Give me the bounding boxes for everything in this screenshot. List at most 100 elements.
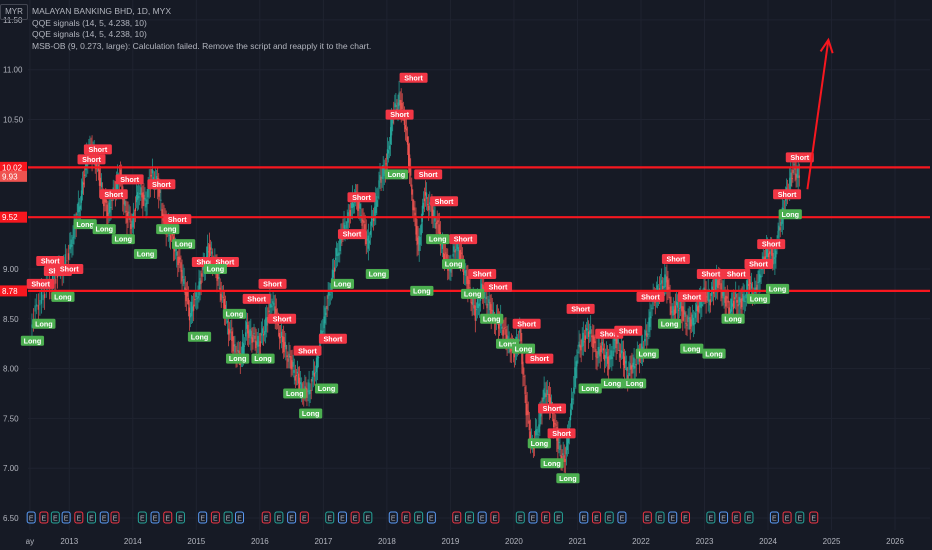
- candle-body: [156, 176, 158, 180]
- candle-body: [181, 270, 183, 282]
- candle-body: [414, 212, 416, 216]
- candle-body: [706, 296, 708, 298]
- candle-body: [322, 330, 324, 332]
- short-signal-box: [757, 239, 786, 250]
- candle-body: [545, 393, 547, 397]
- candle-body: [505, 329, 507, 340]
- short-signal-box: [744, 259, 773, 270]
- earnings-marker: [769, 511, 779, 524]
- earnings-marker: [337, 511, 347, 524]
- x-tick-label: 2017: [314, 537, 332, 546]
- earnings-marker-label: E: [404, 516, 409, 523]
- candle-body: [210, 247, 212, 250]
- short-signal-text: Short: [216, 258, 235, 267]
- candle-body: [455, 249, 457, 251]
- candle-body: [103, 197, 105, 207]
- candle-body: [492, 310, 494, 317]
- candle-body: [564, 458, 566, 462]
- short-signal-text: Short: [727, 270, 746, 279]
- y-tick-label: 8.50: [3, 315, 19, 324]
- candle-body: [475, 309, 477, 311]
- candle-body: [458, 250, 461, 261]
- earnings-marker-label: E: [178, 516, 183, 523]
- currency-badge[interactable]: MYR: [0, 4, 28, 20]
- long-signal: Long: [51, 291, 75, 302]
- candle-body: [135, 194, 138, 203]
- long-signal-text: Long: [388, 170, 406, 179]
- long-signal: Long: [133, 249, 158, 260]
- candle-body: [537, 434, 539, 436]
- candle-body: [663, 286, 665, 289]
- candle-body: [555, 424, 557, 426]
- long-signal-box: [623, 378, 647, 389]
- short-signal-text: Short: [552, 429, 571, 438]
- candle-body: [230, 329, 232, 331]
- candle-body: [571, 398, 573, 409]
- candle-body: [315, 357, 318, 373]
- candle-body: [672, 306, 674, 316]
- short-signal: Short: [449, 234, 478, 245]
- long-signal-text: Long: [604, 379, 622, 388]
- earnings-marker: [175, 511, 185, 524]
- candle-body: [308, 382, 310, 395]
- legend-indicator-1[interactable]: QQE signals (14, 5, 4.238, 10): [32, 17, 147, 28]
- candle-body: [44, 293, 46, 299]
- short-signal-text: Short: [404, 73, 423, 82]
- earnings-marker: [401, 511, 411, 524]
- candle-body: [98, 169, 101, 186]
- long-signal-text: Long: [429, 235, 447, 244]
- candle-body: [615, 333, 617, 349]
- candle-body: [647, 333, 649, 335]
- candle-body: [196, 298, 198, 300]
- candle-body: [252, 334, 254, 342]
- candle-body: [294, 375, 296, 381]
- candle-body: [150, 174, 152, 177]
- candle-body: [578, 341, 580, 347]
- earnings-marker-label: E: [607, 516, 612, 523]
- candle-body: [193, 304, 195, 311]
- candle-body: [261, 328, 264, 334]
- candle-body: [685, 323, 687, 325]
- earnings-marker-label: E: [42, 516, 47, 523]
- candle-body: [584, 335, 586, 341]
- legend-indicator-2[interactable]: QQE signals (14, 5, 4.238, 10): [32, 29, 147, 39]
- candle-body: [110, 206, 112, 208]
- candle-body: [365, 231, 367, 245]
- short-signal-text: Short: [82, 155, 101, 164]
- candle-body: [287, 358, 289, 362]
- x-tick-label: 2021: [569, 537, 587, 546]
- candle-body: [519, 329, 521, 333]
- candle-body: [476, 298, 479, 308]
- legend-indicator-3[interactable]: MSB-OB (9, 0.273, large): Calculation fa…: [32, 40, 372, 51]
- candle-body: [453, 246, 455, 252]
- candle-body: [306, 388, 308, 398]
- long-signal-box: [527, 438, 551, 449]
- earnings-marker-label: E: [64, 516, 69, 523]
- x-axis-labels: ay 2013 2014 2015 2016 2017 2018 2019 2020 2021 20…: [26, 537, 905, 546]
- candle-body: [661, 280, 663, 284]
- short-signal: Short: [163, 214, 192, 225]
- short-signal: Short: [566, 303, 595, 314]
- long-signal-box: [746, 293, 771, 304]
- earnings-marker: [731, 511, 741, 524]
- candle-body: [339, 237, 341, 252]
- candle-body: [662, 285, 664, 290]
- earnings-marker: [490, 511, 500, 524]
- candle-body: [659, 283, 662, 285]
- projection-arrow-line: [806, 39, 830, 190]
- candle-body: [260, 333, 263, 336]
- candle-body: [160, 199, 162, 201]
- long-signal-box: [222, 308, 247, 319]
- candle-body: [670, 306, 672, 315]
- earnings-marker: [350, 511, 360, 524]
- candle-body: [336, 248, 338, 256]
- candle-body: [748, 278, 751, 292]
- candle-body: [55, 278, 57, 284]
- candle-body: [424, 192, 427, 196]
- legend-title[interactable]: MALAYAN BANKING BHD, 1D, MYX: [32, 6, 172, 16]
- candle-body: [566, 431, 569, 451]
- long-signal: Long: [461, 288, 485, 299]
- candle-body: [671, 310, 673, 313]
